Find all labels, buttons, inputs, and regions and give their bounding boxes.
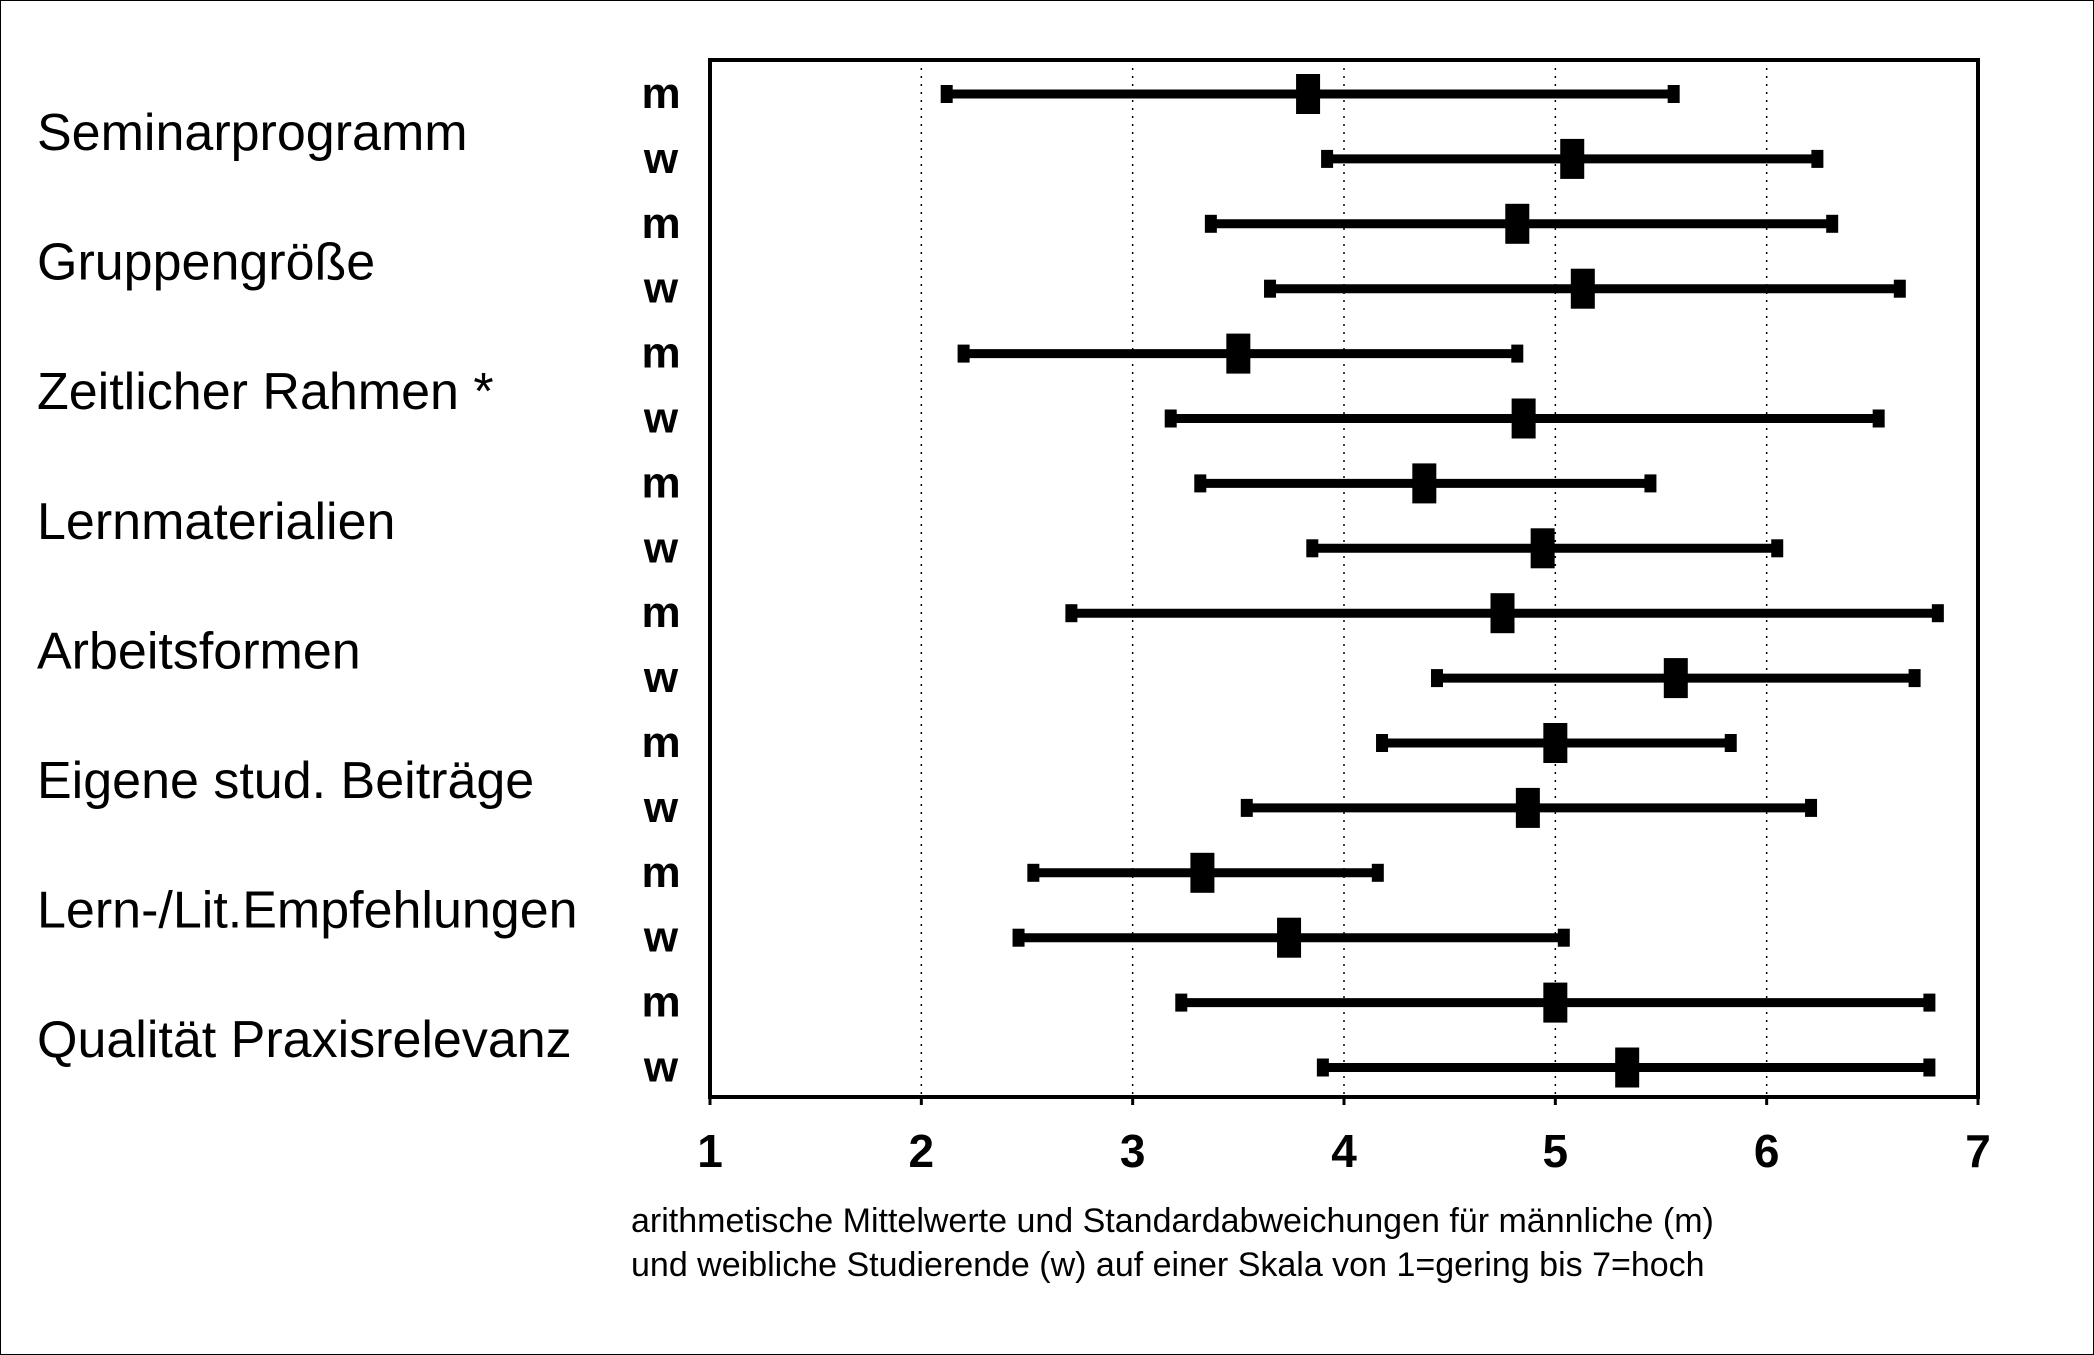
group-label-m: m bbox=[641, 848, 680, 897]
mean-marker bbox=[1615, 1047, 1640, 1088]
errorbar-cap-low bbox=[1012, 928, 1025, 947]
group-label-w: w bbox=[643, 653, 679, 702]
x-tick-label: 6 bbox=[1754, 1125, 1780, 1177]
group-label-m: m bbox=[641, 458, 680, 507]
errorbar-cap-high bbox=[1908, 669, 1921, 688]
mean-marker bbox=[1226, 333, 1251, 374]
errorbar-cap-high bbox=[1872, 409, 1885, 428]
x-tick-label: 3 bbox=[1120, 1125, 1146, 1177]
errorbar-cap-high bbox=[1724, 734, 1737, 752]
mean-marker bbox=[1530, 528, 1555, 569]
errorbar-cap-low bbox=[1240, 798, 1253, 817]
group-label-m: m bbox=[641, 69, 680, 118]
category-label: Zeitlicher Rahmen * bbox=[37, 363, 494, 421]
grid bbox=[920, 60, 1768, 1097]
group-label-w: w bbox=[643, 264, 679, 313]
errorbar-cap-low bbox=[1027, 863, 1040, 882]
errorbar-cap-high bbox=[1811, 149, 1824, 168]
errorbar-cap-low bbox=[1316, 1058, 1329, 1077]
group-label-m: m bbox=[641, 718, 680, 767]
category-label: Eigene stud. Beiträge bbox=[37, 752, 534, 810]
x-tick-label: 2 bbox=[909, 1125, 935, 1177]
errorbar-cap-low bbox=[1065, 604, 1078, 623]
group-label-w: w bbox=[643, 394, 679, 443]
group-label-m: m bbox=[641, 978, 680, 1027]
group-label-w: w bbox=[643, 1043, 679, 1092]
mean-marker bbox=[1505, 203, 1530, 244]
category-label: Qualität Praxisrelevanz bbox=[37, 1011, 572, 1069]
mean-marker bbox=[1190, 852, 1215, 893]
mean-marker bbox=[1570, 268, 1595, 309]
errorbar-cap-high bbox=[1557, 928, 1570, 947]
errorbar-cap-high bbox=[1371, 863, 1384, 882]
x-tick-label: 1 bbox=[697, 1125, 723, 1177]
category-labels: SeminarprogrammmwGruppengrößemwZeitliche… bbox=[37, 69, 681, 1092]
errorbar-cap-high bbox=[1826, 214, 1839, 233]
category-label: Seminarprogramm bbox=[37, 104, 468, 162]
x-axis-ticks: 1 2 3 4 5 6 7 bbox=[697, 1097, 1991, 1177]
errorbar-cap-high bbox=[1931, 604, 1944, 623]
errorbar-cap-low bbox=[1164, 409, 1177, 428]
errorbar-cap-low bbox=[1430, 669, 1443, 688]
errorbar-cap-low bbox=[1175, 993, 1188, 1012]
mean-marker bbox=[1663, 658, 1688, 699]
errorbar-cap-low bbox=[957, 344, 970, 363]
mean-marker bbox=[1490, 593, 1515, 634]
mean-marker bbox=[1296, 74, 1321, 114]
mean-marker bbox=[1560, 138, 1585, 179]
group-label-m: m bbox=[641, 199, 680, 248]
x-tick-label: 4 bbox=[1331, 1125, 1357, 1177]
x-tick-label: 5 bbox=[1543, 1125, 1569, 1177]
errorbar-cap-low bbox=[1321, 149, 1334, 168]
category-label: Arbeitsformen bbox=[37, 622, 361, 680]
errorbar-cap-high bbox=[1805, 798, 1818, 817]
mean-marker bbox=[1543, 982, 1568, 1023]
mean-marker bbox=[1511, 398, 1536, 439]
group-label-w: w bbox=[643, 523, 679, 572]
errorbar-cap-low bbox=[1194, 474, 1207, 493]
errorbars bbox=[940, 74, 1944, 1088]
category-label: Lernmaterialien bbox=[37, 493, 395, 551]
group-label-m: m bbox=[641, 588, 680, 637]
axis-note: arithmetische Mittelwerte und Standardab… bbox=[631, 1202, 1714, 1284]
mean-marker bbox=[1515, 787, 1540, 828]
errorbar-cap-high bbox=[1771, 539, 1784, 558]
group-label-m: m bbox=[641, 329, 680, 378]
category-label: Lern-/Lit.Empfehlungen bbox=[37, 882, 578, 940]
errorbar-cap-low bbox=[1204, 214, 1217, 233]
mean-marker bbox=[1543, 723, 1568, 763]
errorbar-cap-low bbox=[1376, 734, 1389, 752]
group-label-w: w bbox=[643, 783, 679, 832]
errorbar-cap-high bbox=[1893, 279, 1906, 298]
errorbar-cap-high bbox=[1644, 474, 1657, 493]
axis-note-line: und weibliche Studierende (w) auf einer … bbox=[631, 1246, 1705, 1284]
errorbar-cap-low bbox=[1264, 279, 1277, 298]
errorbar-cap-low bbox=[1306, 539, 1319, 558]
category-label: Gruppengröße bbox=[37, 234, 375, 292]
mean-marker bbox=[1277, 917, 1302, 958]
errorbar-cap-high bbox=[1923, 1058, 1936, 1077]
errorbar-cap-high bbox=[1923, 993, 1936, 1012]
x-tick-label: 7 bbox=[1965, 1125, 1991, 1177]
errorbar-cap-high bbox=[1667, 85, 1680, 103]
mean-marker bbox=[1412, 463, 1437, 504]
axis-note-line: arithmetische Mittelwerte und Standardab… bbox=[631, 1202, 1714, 1240]
errorbar-cap-high bbox=[1511, 344, 1524, 363]
group-label-w: w bbox=[643, 134, 679, 183]
errorbar-cap-low bbox=[940, 85, 953, 103]
group-label-w: w bbox=[643, 913, 679, 962]
